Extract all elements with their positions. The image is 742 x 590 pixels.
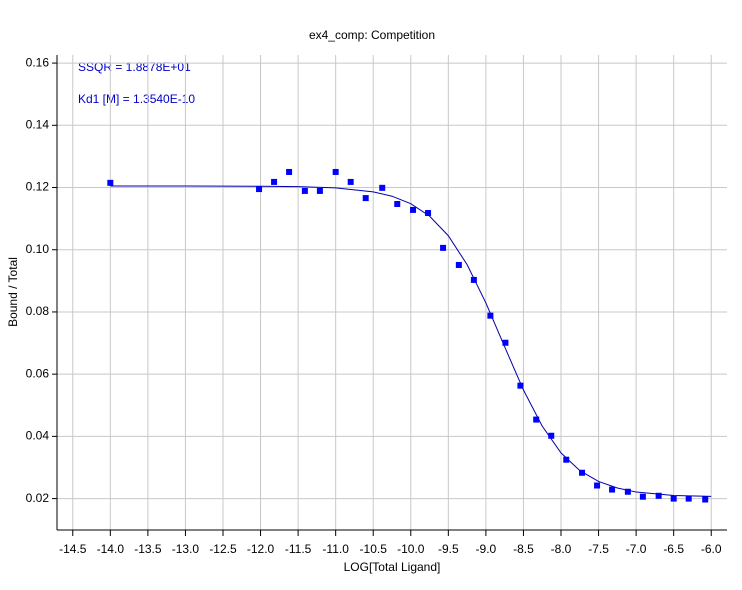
data-point [301, 187, 308, 194]
data-point [655, 492, 662, 499]
x-tick-label: -14.5 [59, 542, 87, 556]
y-tick-label: 0.10 [26, 242, 50, 256]
x-tick-label: -10.0 [397, 542, 425, 556]
x-tick-label: -6.0 [701, 542, 722, 556]
x-tick-label: -8.0 [551, 542, 572, 556]
data-point [286, 168, 293, 175]
y-axis-label: Bound / Total [6, 257, 20, 327]
y-tick-label: 0.14 [26, 117, 50, 131]
data-point [332, 168, 339, 175]
data-point [410, 206, 417, 213]
x-tick-label: -10.5 [360, 542, 388, 556]
data-point [107, 179, 114, 186]
data-point [624, 488, 631, 495]
x-tick-label: -14.0 [97, 542, 125, 556]
data-point [594, 482, 601, 489]
annotation: Kd1 [M] = 1.3540E-10 [78, 92, 195, 106]
x-axis-label: LOG[Total Ligand] [344, 560, 441, 574]
x-tick-label: -13.5 [134, 542, 162, 556]
x-tick-label: -6.5 [663, 542, 684, 556]
x-tick-label: -7.0 [626, 542, 647, 556]
data-point [548, 432, 555, 439]
x-tick-label: -8.5 [513, 542, 534, 556]
data-point [563, 456, 570, 463]
annotation: SSQR = 1.8878E+01 [78, 60, 191, 74]
y-tick-label: 0.04 [26, 429, 50, 443]
data-point [256, 186, 263, 193]
y-tick-label: 0.16 [26, 55, 50, 69]
fit-curve [110, 185, 712, 497]
data-point [470, 276, 477, 283]
data-point [702, 496, 709, 503]
data-point [685, 495, 692, 502]
data-point [362, 195, 369, 202]
x-tick-label: -9.0 [476, 542, 497, 556]
data-point [609, 486, 616, 493]
data-point [440, 244, 447, 251]
data-point [271, 178, 278, 185]
data-point [379, 184, 386, 191]
x-tick-label: -13.0 [172, 542, 200, 556]
x-tick-label: -12.0 [247, 542, 275, 556]
x-tick-label: -11.0 [322, 542, 349, 556]
x-tick-label: -9.5 [438, 542, 459, 556]
x-tick-label: -12.5 [209, 542, 237, 556]
x-tick-label: -11.5 [285, 542, 312, 556]
y-tick-label: 0.02 [26, 491, 50, 505]
x-tick-label: -7.5 [588, 542, 609, 556]
data-point [425, 210, 432, 217]
data-point [517, 382, 524, 389]
data-point [394, 201, 401, 208]
data-point [670, 495, 677, 502]
data-point [502, 339, 509, 346]
data-point [347, 178, 354, 185]
data-point [639, 493, 646, 500]
data-point [487, 312, 494, 319]
y-tick-label: 0.12 [26, 180, 50, 194]
data-point [455, 261, 462, 268]
data-point [579, 469, 586, 476]
data-point [533, 416, 540, 423]
y-tick-label: 0.06 [26, 366, 50, 380]
chart-title: ex4_comp: Competition [309, 28, 435, 42]
data-point [316, 187, 323, 194]
y-tick-label: 0.08 [26, 304, 50, 318]
